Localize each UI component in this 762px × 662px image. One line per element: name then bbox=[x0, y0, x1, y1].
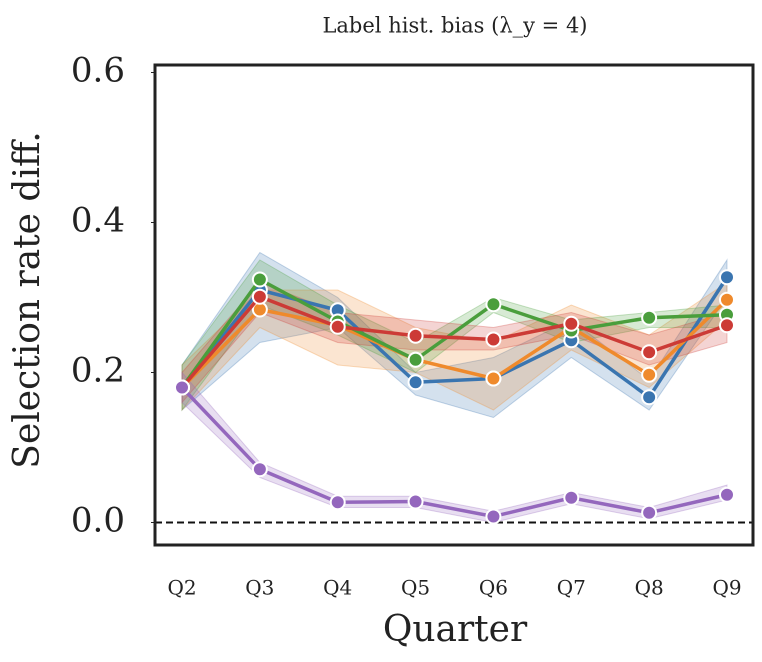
data-point bbox=[251, 288, 268, 305]
data-point bbox=[641, 389, 658, 406]
series-line bbox=[180, 294, 728, 389]
y-axis-label: Selection rate diff. bbox=[7, 131, 48, 468]
data-point bbox=[563, 489, 580, 506]
data-point bbox=[251, 271, 268, 288]
data-point bbox=[641, 504, 658, 521]
y-tick-label: 0.4 bbox=[71, 201, 125, 241]
data-point bbox=[407, 351, 424, 368]
data-point bbox=[563, 315, 580, 332]
x-axis-label: Quarter bbox=[383, 609, 528, 650]
y-tick-label: 0.0 bbox=[71, 501, 125, 541]
data-point bbox=[641, 309, 658, 326]
data-point bbox=[485, 508, 502, 525]
data-point bbox=[641, 344, 658, 361]
y-tick-label: 0.6 bbox=[71, 51, 125, 91]
x-tick-label: Q8 bbox=[635, 576, 664, 600]
x-tick-label: Q7 bbox=[557, 576, 586, 600]
data-point bbox=[407, 327, 424, 344]
series-line bbox=[180, 386, 728, 519]
data-point bbox=[719, 317, 735, 334]
x-tick-label: Q4 bbox=[323, 576, 352, 600]
x-tick-label: Q9 bbox=[712, 576, 741, 600]
series-line bbox=[180, 276, 729, 400]
data-point bbox=[485, 296, 502, 313]
data-point bbox=[174, 379, 190, 396]
data-point bbox=[719, 486, 735, 503]
plot-frame bbox=[153, 63, 755, 547]
data-point bbox=[407, 493, 424, 510]
data-point bbox=[329, 318, 346, 335]
data-point bbox=[407, 374, 424, 391]
series-line bbox=[180, 298, 729, 389]
x-tick-label: Q5 bbox=[401, 576, 430, 600]
x-tick-label: Q6 bbox=[479, 576, 508, 600]
chart-title: Label hist. bias (λ_y = 4) bbox=[322, 14, 587, 38]
data-point bbox=[641, 366, 658, 383]
data-point bbox=[485, 370, 502, 387]
x-tick-label: Q2 bbox=[167, 576, 196, 600]
data-point bbox=[719, 291, 735, 308]
series-line bbox=[180, 277, 728, 389]
data-point bbox=[329, 494, 346, 511]
data-point bbox=[485, 331, 502, 348]
x-tick-label: Q3 bbox=[245, 576, 274, 600]
data-point bbox=[719, 269, 735, 286]
data-point bbox=[251, 461, 268, 478]
y-tick-label: 0.2 bbox=[71, 351, 125, 391]
